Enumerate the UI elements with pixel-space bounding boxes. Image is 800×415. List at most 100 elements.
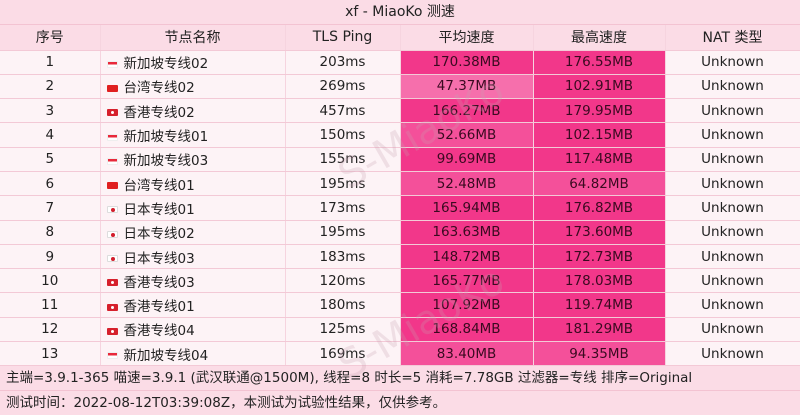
avg-speed: 47.37MB bbox=[400, 74, 534, 100]
max-speed: 172.73MB bbox=[533, 244, 666, 270]
row-number: 5 bbox=[0, 147, 101, 172]
node-name-label: 香港专线01 bbox=[123, 299, 195, 316]
node-name-label: 新加坡专线01 bbox=[123, 129, 209, 146]
row-number: 4 bbox=[0, 122, 101, 148]
flag-jp-icon bbox=[106, 230, 118, 238]
tls-ping: 195ms bbox=[285, 171, 401, 197]
node-name-label: 新加坡专线03 bbox=[123, 153, 209, 170]
node-name-label: 日本专线03 bbox=[123, 250, 195, 267]
table-row: 5 新加坡专线03 155ms 99.69MB 117.48MB Unknown bbox=[0, 147, 800, 172]
node-name-label: 香港专线04 bbox=[123, 323, 195, 340]
node-name: 台湾专线01 bbox=[100, 171, 286, 197]
node-name-label: 日本专线02 bbox=[123, 226, 195, 243]
nat-type: Unknown bbox=[665, 317, 800, 343]
table-row: 7 日本专线01 173ms 165.94MB 176.82MB Unknown bbox=[0, 195, 800, 221]
node-name: 日本专线03 bbox=[100, 244, 286, 270]
footer-info: 主端=3.9.1-365 喵速=3.9.1 (武汉联通@1500M), 线程=8… bbox=[0, 366, 800, 391]
column-header: 序号 bbox=[0, 25, 101, 51]
nat-type: Unknown bbox=[665, 268, 800, 294]
max-speed: 176.82MB bbox=[533, 195, 666, 221]
results-table: 序号 节点名称 TLS Ping 平均速度 最高速度 NAT 类型 1 新加坡专线02 2… bbox=[0, 25, 800, 367]
nat-type: Unknown bbox=[665, 122, 800, 148]
node-name-label: 新加坡专线04 bbox=[123, 347, 209, 364]
node-name: 香港专线01 bbox=[100, 292, 286, 318]
window-title: xf - MiaoKo 测速 bbox=[0, 0, 800, 25]
tls-ping: 169ms bbox=[285, 341, 401, 367]
node-name: 新加坡专线01 bbox=[100, 122, 286, 148]
nat-type: Unknown bbox=[665, 195, 800, 221]
tls-ping: 125ms bbox=[285, 317, 401, 343]
nat-type: Unknown bbox=[665, 244, 800, 270]
table-row: 12 香港专线04 125ms 168.84MB 181.29MB Unknow… bbox=[0, 317, 800, 343]
node-name: 新加坡专线04 bbox=[100, 341, 286, 367]
node-name: 日本专线02 bbox=[100, 220, 286, 245]
max-speed: 117.48MB bbox=[533, 147, 666, 172]
avg-speed: 52.66MB bbox=[400, 122, 534, 148]
node-name-label: 日本专线01 bbox=[123, 201, 195, 218]
max-speed: 179.95MB bbox=[533, 98, 666, 124]
tls-ping: 120ms bbox=[285, 268, 401, 294]
node-name-label: 香港专线03 bbox=[123, 274, 195, 291]
table-row: 4 新加坡专线01 150ms 52.66MB 102.15MB Unknown bbox=[0, 122, 800, 148]
nat-type: Unknown bbox=[665, 292, 800, 318]
flag-hk-icon bbox=[106, 279, 118, 287]
tls-ping: 155ms bbox=[285, 147, 401, 172]
row-number: 9 bbox=[0, 244, 101, 270]
avg-speed: 83.40MB bbox=[400, 341, 534, 367]
row-number: 12 bbox=[0, 317, 101, 343]
node-name-label: 台湾专线02 bbox=[123, 80, 195, 97]
node-name: 香港专线04 bbox=[100, 317, 286, 343]
table-row: 10 香港专线03 120ms 165.77MB 178.03MB Unknow… bbox=[0, 268, 800, 294]
row-number: 1 bbox=[0, 50, 101, 75]
nat-type: Unknown bbox=[665, 98, 800, 124]
column-header: TLS Ping bbox=[285, 25, 401, 51]
flag-sg-icon bbox=[106, 352, 118, 360]
max-speed: 176.55MB bbox=[533, 50, 666, 75]
avg-speed: 163.63MB bbox=[400, 220, 534, 245]
tls-ping: 173ms bbox=[285, 195, 401, 221]
tls-ping: 150ms bbox=[285, 122, 401, 148]
flag-sg-icon bbox=[106, 157, 118, 165]
node-name-label: 台湾专线01 bbox=[123, 177, 195, 194]
flag-hk-icon bbox=[106, 327, 118, 335]
avg-speed: 148.72MB bbox=[400, 244, 534, 270]
node-name: 新加坡专线02 bbox=[100, 50, 286, 75]
row-number: 8 bbox=[0, 220, 101, 245]
column-header: 节点名称 bbox=[100, 25, 286, 51]
max-speed: 94.35MB bbox=[533, 341, 666, 367]
node-name: 台湾专线02 bbox=[100, 74, 286, 100]
table-row: 6 台湾专线01 195ms 52.48MB 64.82MB Unknown bbox=[0, 171, 800, 197]
max-speed: 119.74MB bbox=[533, 292, 666, 318]
node-name: 香港专线03 bbox=[100, 268, 286, 294]
table-row: 11 香港专线01 180ms 107.92MB 119.74MB Unknow… bbox=[0, 292, 800, 318]
tls-ping: 203ms bbox=[285, 50, 401, 75]
avg-speed: 52.48MB bbox=[400, 171, 534, 197]
row-number: 7 bbox=[0, 195, 101, 221]
table-row: 2 台湾专线02 269ms 47.37MB 102.91MB Unknown bbox=[0, 74, 800, 100]
nat-type: Unknown bbox=[665, 50, 800, 75]
nat-type: Unknown bbox=[665, 220, 800, 245]
column-header: 最高速度 bbox=[533, 25, 666, 51]
avg-speed: 165.77MB bbox=[400, 268, 534, 294]
tls-ping: 180ms bbox=[285, 292, 401, 318]
nat-type: Unknown bbox=[665, 171, 800, 197]
table-row: 9 日本专线03 183ms 148.72MB 172.73MB Unknown bbox=[0, 244, 800, 270]
column-header: NAT 类型 bbox=[665, 25, 800, 51]
footer-test-time: 测试时间：2022-08-12T03:39:08Z，本测试为试验性结果，仅供参考… bbox=[0, 390, 800, 415]
table-row: 13 新加坡专线04 169ms 83.40MB 94.35MB Unknown bbox=[0, 341, 800, 367]
flag-tw-icon bbox=[106, 182, 118, 190]
avg-speed: 165.94MB bbox=[400, 195, 534, 221]
table-row: 3 香港专线02 457ms 166.27MB 179.95MB Unknown bbox=[0, 98, 800, 124]
avg-speed: 107.92MB bbox=[400, 292, 534, 318]
flag-sg-icon bbox=[106, 133, 118, 141]
avg-speed: 170.38MB bbox=[400, 50, 534, 75]
flag-tw-icon bbox=[106, 84, 118, 92]
flag-sg-icon bbox=[106, 60, 118, 68]
row-number: 11 bbox=[0, 292, 101, 318]
avg-speed: 166.27MB bbox=[400, 98, 534, 124]
flag-hk-icon bbox=[106, 303, 118, 311]
row-number: 10 bbox=[0, 268, 101, 294]
max-speed: 64.82MB bbox=[533, 171, 666, 197]
flag-hk-icon bbox=[106, 109, 118, 117]
max-speed: 173.60MB bbox=[533, 220, 666, 245]
